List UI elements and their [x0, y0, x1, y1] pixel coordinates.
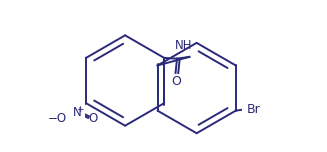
Text: Br: Br	[247, 103, 260, 116]
Text: O: O	[88, 112, 98, 125]
Text: O: O	[171, 75, 181, 88]
Text: N: N	[73, 106, 82, 119]
Text: −O: −O	[47, 112, 67, 125]
Text: NH: NH	[174, 39, 192, 52]
Text: +: +	[77, 105, 84, 114]
